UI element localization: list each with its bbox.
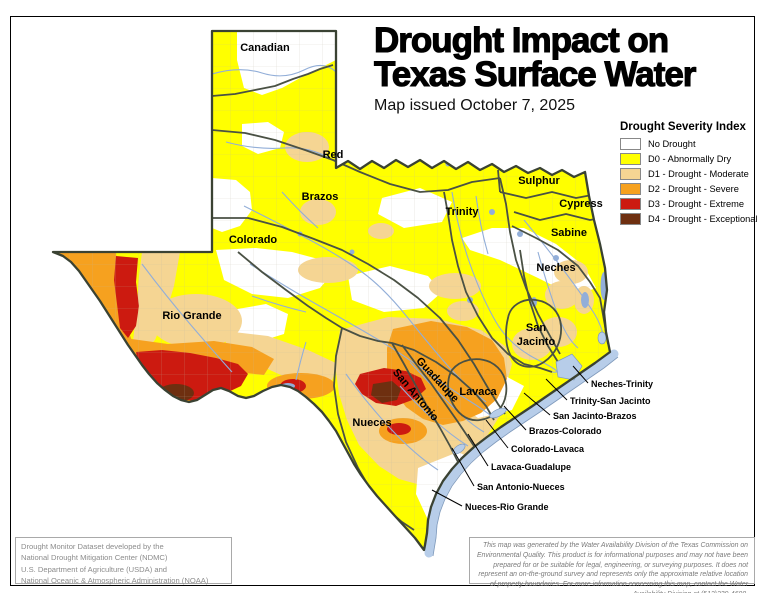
coastal-label-trinity-san-jacinto: Trinity-San Jacinto [570, 396, 651, 406]
basin-label-colorado: Colorado [229, 234, 278, 246]
legend-swatch-d2 [620, 183, 641, 195]
basin-label-san-jacinto-2: Jacinto [517, 336, 556, 348]
legend-item-d1: D1 - Drought - Moderate [620, 168, 760, 180]
basin-label-sabine: Sabine [551, 227, 587, 239]
page-title-line1: Drought Impact on [373, 21, 669, 60]
legend-swatch-no-drought [620, 138, 641, 150]
texas-outline [51, 29, 612, 552]
basin-label-cypress: Cypress [559, 198, 602, 210]
drought-severity-legend: Drought Severity Index No Drought D0 - A… [620, 121, 760, 229]
coastal-label-san-jacinto-brazos: San Jacinto-Brazos [553, 411, 637, 421]
legend-label: No Drought [648, 138, 696, 149]
issue-date: Map issued October 7, 2025 [374, 97, 576, 115]
legend-label: D4 - Drought - Exceptional [648, 214, 758, 225]
legend-swatch-d1 [620, 168, 641, 180]
attribution-line: U.S. Department of Agriculture (USDA) an… [21, 564, 168, 574]
legend-item-no-drought: No Drought [620, 138, 760, 150]
legend-item-d4: D4 - Drought - Exceptional [620, 213, 760, 225]
basin-label-neches: Neches [536, 262, 575, 274]
attribution-line: Drought Monitor Dataset developed by the [21, 542, 164, 551]
basin-label-san-jacinto-1: San [526, 322, 546, 334]
legend-swatch-d4 [620, 213, 641, 225]
basin-label-sulphur: Sulphur [518, 175, 560, 187]
legend-label: D3 - Drought - Extreme [648, 199, 745, 210]
basin-label-nueces: Nueces [352, 417, 391, 429]
legend-label: D2 - Drought - Severe [648, 184, 739, 195]
gulf-coast-band [424, 349, 619, 558]
basin-label-brazos: Brazos [302, 191, 339, 203]
attribution-line: National Oceanic & Atmospheric Administr… [21, 576, 209, 586]
page-border [10, 16, 755, 586]
page-title-line2: Texas Surface Water [373, 54, 697, 94]
basin-label-lavaca: Lavaca [459, 386, 497, 398]
legend-item-d0: D0 - Abnormally Dry [620, 153, 760, 165]
coastal-label-lavaca-guadalupe: Lavaca-Guadalupe [491, 462, 571, 472]
title-block: Drought Impact on Texas Surface Water Ma… [373, 21, 734, 115]
coastal-label-san-antonio-nueces: San Antonio-Nueces [477, 482, 565, 492]
legend-item-d2: D2 - Drought - Severe [620, 183, 760, 195]
disclaimer-box: This map was generated by the Water Avai… [469, 537, 755, 593]
legend-swatch-d3 [620, 198, 641, 210]
coastal-label-brazos-colorado: Brazos-Colorado [529, 426, 602, 436]
coastal-label-nueces-rio-grande: Nueces-Rio Grande [465, 502, 549, 512]
basin-label-rio-grande: Rio Grande [162, 310, 221, 322]
legend-label: D0 - Abnormally Dry [648, 153, 732, 164]
attribution-line: National Drought Mitigation Center (NDMC… [21, 553, 168, 563]
coastal-label-neches-trinity: Neches-Trinity [591, 379, 653, 389]
basin-label-canadian: Canadian [240, 42, 290, 54]
bays-layer [452, 331, 607, 455]
legend-title: Drought Severity Index [620, 121, 746, 133]
coastal-leader-lines [431, 365, 589, 507]
coastal-label-colorado-lavaca: Colorado-Lavaca [511, 444, 585, 454]
legend-swatch-d0 [620, 153, 641, 165]
legend-item-d3: D3 - Drought - Extreme [620, 198, 760, 210]
basin-label-trinity: Trinity [445, 206, 479, 218]
legend-label: D1 - Drought - Moderate [648, 168, 749, 179]
attribution-box: Drought Monitor Dataset developed by the… [15, 537, 232, 586]
basin-label-red: Red [323, 149, 344, 161]
